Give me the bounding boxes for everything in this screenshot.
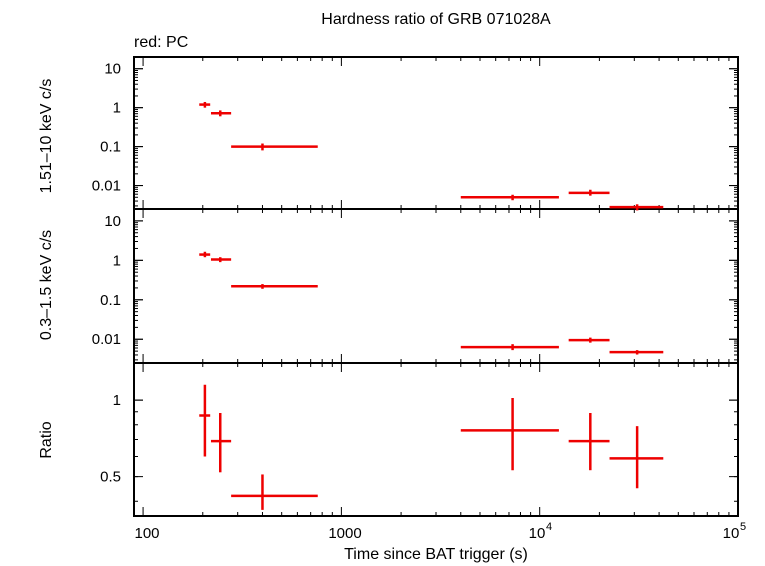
data-point-hard xyxy=(231,143,318,151)
data-point-ratio xyxy=(568,412,610,471)
data-point-hard xyxy=(199,101,211,108)
y-axis-label-ratio: Ratio xyxy=(38,421,55,458)
data-point-soft xyxy=(460,344,559,351)
x-tick-label-1e5-exp: 5 xyxy=(740,521,746,533)
data-point-hard xyxy=(460,194,559,201)
y-tick-labels: 10 1 0.1 0.01 10 1 0.1 0.01 1 0.5 xyxy=(92,61,121,486)
plot-frames xyxy=(133,56,739,517)
y-tick-label-soft: 0.1 xyxy=(100,292,121,309)
data-point-hard xyxy=(568,189,610,196)
y-tick-label-hard: 10 xyxy=(104,61,121,78)
x-tick-label-1e4-exp: 4 xyxy=(546,521,552,533)
x-tick-label-1e5-base: 10 xyxy=(723,525,740,542)
data-point-ratio xyxy=(210,412,232,473)
chart-title: Hardness ratio of GRB 071028A xyxy=(321,11,551,28)
y-tick-label-soft: 1 xyxy=(113,252,121,269)
y-tick-label-hard: 1 xyxy=(113,100,121,117)
y-tick-label-soft: 0.01 xyxy=(92,331,121,348)
data-points xyxy=(199,101,664,510)
data-point-soft xyxy=(199,251,211,258)
x-tick-label-1000: 1000 xyxy=(328,525,361,542)
y-axis-label-soft: 0.3–1.5 keV c/s xyxy=(38,230,55,340)
y-tick-label-hard: 0.01 xyxy=(92,178,121,195)
panel-frame-soft xyxy=(133,208,739,364)
data-point-soft xyxy=(568,337,610,343)
data-point-hard xyxy=(609,204,664,211)
panel-frame-ratio xyxy=(133,362,739,517)
data-point-ratio xyxy=(460,397,559,471)
y-axis-label-hard: 1.51–10 keV c/s xyxy=(38,79,55,194)
axis-ticks xyxy=(133,56,739,516)
y-tick-label-ratio: 0.5 xyxy=(100,469,121,486)
data-point-hard xyxy=(210,110,232,117)
x-tick-label-100: 100 xyxy=(134,525,159,542)
data-point-soft xyxy=(609,350,664,355)
panel-frame-hard xyxy=(133,56,739,210)
data-point-ratio xyxy=(609,426,664,489)
x-tick-labels: 100 1000 10 4 10 5 xyxy=(134,521,746,542)
data-point-soft xyxy=(210,257,232,263)
x-tick-label-1e4-base: 10 xyxy=(529,525,546,542)
chart-subtitle: red: PC xyxy=(134,34,188,51)
data-point-ratio xyxy=(199,384,211,457)
data-point-soft xyxy=(231,284,318,289)
y-tick-label-soft: 10 xyxy=(104,213,121,230)
y-tick-label-ratio: 1 xyxy=(113,392,121,409)
data-point-ratio xyxy=(231,474,318,510)
x-axis-label: Time since BAT trigger (s) xyxy=(344,546,528,563)
y-tick-label-hard: 0.1 xyxy=(100,139,121,156)
